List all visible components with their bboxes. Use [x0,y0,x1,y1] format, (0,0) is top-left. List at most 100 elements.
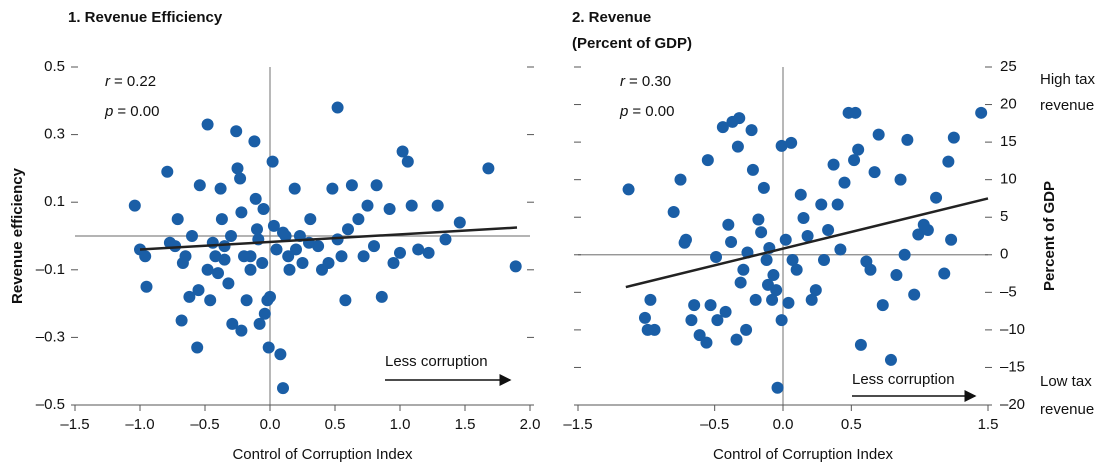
point [737,263,750,276]
y-tick-label: 0.3 [44,126,65,143]
point [782,296,795,309]
point [733,112,746,125]
point [240,294,253,307]
point [412,243,425,256]
point [838,176,851,189]
point [716,121,729,134]
point [942,155,955,168]
point [209,250,222,263]
point [431,199,444,212]
point [326,182,339,195]
trend-line [625,197,989,289]
point [234,172,247,185]
x-tick-label: 0.0 [260,416,281,433]
point [509,260,522,273]
point [171,213,184,226]
point [283,263,296,276]
point [258,307,271,320]
point [482,162,495,175]
stat-text: = 0.30 [629,73,671,90]
annotation: Less corruption [852,371,955,388]
point [218,253,231,266]
point [296,257,309,270]
point [396,145,409,158]
point [740,323,753,336]
y-tick-label: –0.3 [36,328,65,345]
stat-text: = 0.00 [632,103,674,120]
point [767,269,780,282]
point [387,257,400,270]
point [206,236,219,249]
chart-title: 1. Revenue Efficiency [68,9,223,26]
y-tick-label: –10 [1000,321,1025,338]
point [757,181,770,194]
point [975,106,988,119]
point [868,166,881,179]
x-tick-label: 2.0 [520,416,541,433]
stat: r = 0.22 [105,73,156,90]
point [947,131,960,144]
point [357,250,370,263]
point [175,314,188,327]
point [262,341,275,354]
point [667,205,680,218]
stat-symbol: r [620,73,626,90]
point [277,382,289,395]
point [244,250,257,263]
point [222,277,235,290]
point [921,223,934,236]
side-label: revenue [1040,97,1094,114]
x-axis-label: Control of Corruption Index [232,446,413,463]
x-tick-label: –0.5 [700,416,729,433]
point [801,230,814,242]
point [809,284,822,297]
point [256,257,269,270]
point [805,293,818,306]
point [304,213,317,226]
point [766,293,779,306]
point [335,250,348,263]
stat: p = 0.00 [104,103,159,120]
point [257,202,270,215]
point [638,311,651,324]
point [225,230,237,242]
point [383,202,396,215]
point [938,267,951,280]
point [719,305,732,318]
point [405,199,418,212]
point [277,226,289,239]
point [710,251,723,264]
point [312,240,325,253]
y-tick-label: 0.5 [44,58,65,75]
point [231,162,244,175]
point [253,317,266,330]
x-tick-label: –1.5 [60,416,89,433]
point [849,106,862,119]
x-tick-label: 1.5 [455,416,476,433]
point [267,219,280,232]
point [361,199,374,212]
point [339,294,352,307]
y-tick-label: 0 [1000,246,1008,263]
point [226,317,239,330]
stat-symbol: p [104,103,113,120]
y-tick-label: –20 [1000,396,1025,413]
x-tick-label: 1.5 [978,416,999,433]
point [401,155,414,168]
y-tick-label: 15 [1000,133,1017,150]
point [894,173,907,186]
point [212,267,224,280]
point [183,290,196,303]
y-tick-label: –0.1 [36,261,65,278]
point [140,280,153,293]
point [827,158,840,171]
stat-text: = 0.00 [117,103,159,120]
y-tick-label: 10 [1000,171,1017,188]
point [368,240,380,253]
point [912,228,925,241]
point [274,348,287,361]
point [128,199,141,212]
point [872,128,885,141]
y-axis-label: Revenue efficiency [9,167,26,304]
